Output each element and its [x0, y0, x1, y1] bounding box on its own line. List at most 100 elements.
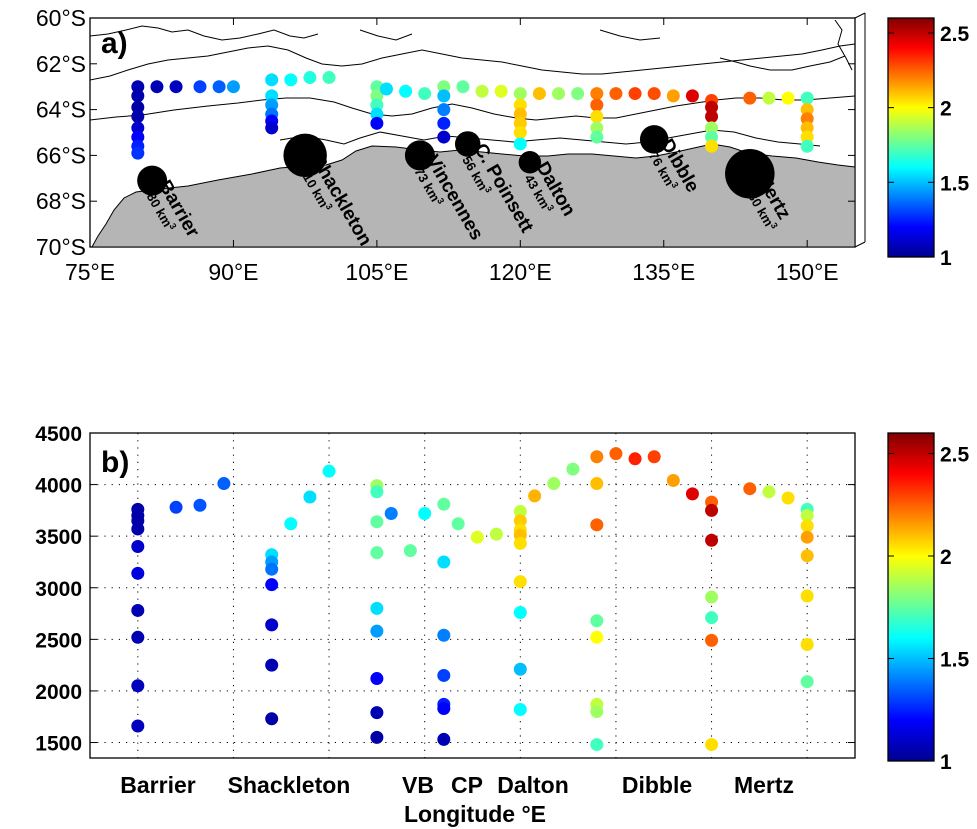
station-point [705, 139, 719, 153]
colorbar-tick-label: 1.5 [940, 172, 970, 195]
x-tick-label-a: 75°E [65, 259, 115, 285]
ice-shelf-marker [518, 151, 542, 174]
station-point [666, 473, 680, 487]
station-point [743, 91, 757, 105]
y-tick-label-b: 1500 [35, 733, 82, 756]
x-tick-label-a: 120°E [489, 259, 552, 285]
station-point [609, 447, 623, 461]
station-point [800, 121, 814, 135]
station-point [666, 89, 680, 103]
station-point [513, 107, 527, 121]
y-tick-label-a: 64°S [36, 97, 86, 123]
station-point [437, 732, 451, 746]
colorbar-b-ticks: 2.5 2 1.5 1 [888, 444, 970, 774]
station-point [590, 87, 604, 101]
station-point [705, 100, 719, 114]
station-point [705, 121, 719, 135]
station-point [705, 109, 719, 123]
colorbar-a-ticks: 2.5 2 1.5 1 [888, 23, 970, 270]
panel-b-axes: 1500 2000 2500 3000 3500 4000 4500 [35, 423, 855, 756]
station-point [212, 80, 226, 94]
station-point [513, 87, 527, 101]
station-point [800, 638, 814, 652]
shelf-axis-label: Dibble [622, 772, 692, 798]
station-point [800, 103, 814, 117]
station-point [370, 89, 384, 103]
station-point [705, 533, 719, 547]
station-point [528, 489, 542, 503]
panel-a-box-decor [854, 12, 866, 248]
station-point [800, 139, 814, 153]
station-point [513, 504, 527, 518]
station-point [513, 98, 527, 112]
ice-shelf-marker [137, 165, 168, 196]
station-point [379, 82, 393, 96]
station-point [437, 80, 451, 94]
station-point [226, 80, 240, 94]
station-point [131, 109, 145, 123]
station-point [628, 452, 642, 466]
station-point [131, 130, 145, 144]
colorbar-tick-label: 1.5 [940, 649, 970, 672]
station-point [131, 679, 145, 693]
y-tick-label-b: 4500 [35, 423, 82, 446]
station-point [131, 719, 145, 733]
station-points-b [131, 447, 814, 752]
station-point [265, 658, 279, 672]
station-point [705, 633, 719, 647]
y-tick-label-a: 68°S [36, 188, 86, 214]
colorbar-tick-label: 2.5 [940, 444, 970, 467]
station-point [370, 672, 384, 686]
panel-b-shelf-labels: Barrier Shackleton VB CP Dalton Dibble Mertz [120, 772, 794, 798]
station-point [590, 738, 604, 752]
panel-b-xlabel: Longitude °E [404, 801, 546, 827]
y-tick-label-b: 4000 [35, 475, 82, 498]
station-point [131, 121, 145, 135]
colorbar-tick-label: 2.5 [940, 23, 970, 46]
y-tick-label-b: 2000 [35, 681, 82, 704]
colorbar-tick-label: 2 [940, 98, 952, 121]
station-point [513, 606, 527, 620]
shelf-axis-label: Barrier [120, 772, 195, 798]
station-point [131, 630, 145, 644]
station-point [437, 668, 451, 682]
station-point [131, 566, 145, 580]
station-point [217, 477, 231, 491]
colorbar-tick-label: 2 [940, 546, 952, 569]
station-point [265, 618, 279, 632]
ice-shelf-marker [283, 133, 327, 178]
station-point [781, 491, 795, 505]
ice-shelf-volume-exp: 3 [769, 221, 780, 230]
ice-shelf-volume-exp: 3 [167, 221, 178, 230]
station-point [193, 80, 207, 94]
station-point [590, 98, 604, 112]
shelf-axis-label: Dalton [497, 772, 569, 798]
station-point [370, 515, 384, 529]
panel-b-depth: 1500 2000 2500 3000 3500 4000 4500 b) Barrier S… [35, 423, 856, 827]
station-point [513, 116, 527, 130]
colorbar-tick-label: 1 [940, 751, 952, 774]
station-point [131, 80, 145, 94]
station-point [403, 544, 417, 558]
station-point [552, 87, 566, 101]
station-point [437, 116, 451, 130]
station-point [513, 137, 527, 151]
station-point [265, 121, 279, 135]
station-point [705, 130, 719, 144]
panel-b-label: b) [101, 446, 129, 479]
contour-coast-inner [279, 129, 821, 147]
station-point [437, 497, 451, 511]
ice-shelf-volume-exp: 3 [435, 196, 446, 205]
station-point [131, 603, 145, 617]
station-point [131, 89, 145, 103]
station-point [513, 514, 527, 528]
station-point [169, 80, 183, 94]
colorbar-a-gradient [887, 17, 935, 258]
station-point [370, 107, 384, 121]
station-point [590, 109, 604, 123]
station-points-a [131, 71, 814, 160]
station-point [475, 84, 489, 98]
station-point [566, 462, 580, 476]
